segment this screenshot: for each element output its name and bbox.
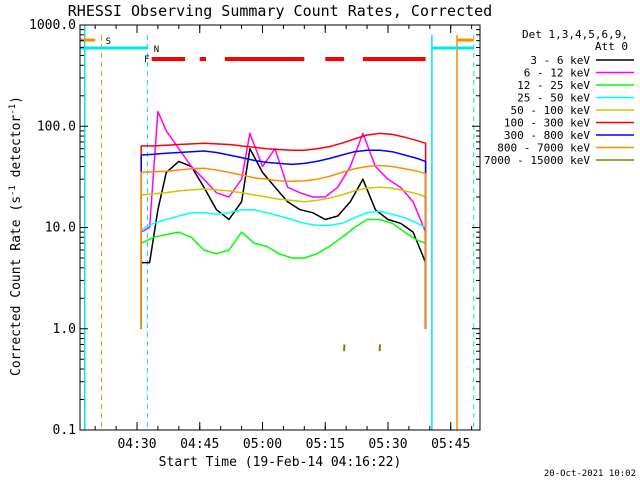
flag-label-s: S [106, 37, 111, 47]
x-tick-label: 05:45 [431, 437, 470, 452]
x-axis-label: Start Time (19-Feb-14 04:16:22) [159, 455, 402, 470]
y-axis-label-main: Corrected Count Rate (s [9, 196, 24, 376]
y-tick-label: 1.0 [53, 322, 76, 337]
legend-entry-label: 12 - 25 keV [517, 79, 590, 92]
x-tick-label: 05:30 [368, 437, 407, 452]
y-axis-label: Corrected Count Rate (s-1 detector-1) [8, 96, 24, 376]
timestamp: 20-Oct-2021 10:02 [544, 469, 636, 479]
plot-frame [79, 24, 481, 431]
series-line-2 [140, 218, 427, 329]
legend-entry-label: 50 - 100 keV [511, 104, 591, 117]
x-tick-label: 05:15 [306, 437, 345, 452]
x-tick-label: 04:30 [117, 437, 156, 452]
flag-label-f: F [144, 55, 149, 65]
series-line-0 [140, 147, 427, 329]
y-axis-label-end: ) [9, 96, 24, 104]
flag-label-n: N [154, 45, 159, 55]
plot-area: S NF [80, 25, 475, 430]
legend-entry-label: 300 - 800 keV [504, 129, 590, 142]
chart-title: RHESSI Observing Summary Count Rates, Co… [68, 2, 492, 20]
legend-header: Det 1,3,4,5,6,9, [522, 28, 628, 41]
series-line-4 [140, 186, 427, 329]
series-line-5 [140, 132, 427, 329]
svg-text:Corrected Count Rate (s-1 dete: Corrected Count Rate (s-1 detector-1) [8, 96, 24, 376]
series-line-3 [140, 208, 427, 329]
y-axis-label-sup2: -1 [8, 104, 18, 115]
legend-entry-label: 6 - 12 keV [524, 67, 591, 80]
legend-entry-label: 7000 - 15000 keV [484, 154, 590, 167]
y-tick-label: 10.0 [45, 221, 76, 236]
legend-entry-label: 100 - 300 keV [504, 117, 590, 130]
series-line-6 [140, 149, 427, 329]
x-tick-label: 04:45 [180, 437, 219, 452]
legend-entry-label: 3 - 6 keV [530, 54, 590, 67]
y-axis-label-sup: -1 [8, 185, 18, 196]
legend-entry-label: 25 - 50 keV [517, 92, 590, 105]
y-tick-label: 100.0 [37, 119, 76, 134]
y-tick-label: 1000.0 [29, 18, 76, 33]
y-tick-label: 0.1 [53, 423, 76, 438]
legend-header: Att 0 [595, 40, 628, 53]
y-axis-label-mid: detector [9, 115, 24, 186]
series-line-7 [140, 164, 427, 329]
axes: 0.1 1.0 10.0 100.0 1000.0 04:30 04:45 05:00 05:1… [29, 18, 481, 452]
x-tick-label: 05:00 [243, 437, 282, 452]
legend-entry-label: 800 - 7000 keV [497, 142, 590, 155]
